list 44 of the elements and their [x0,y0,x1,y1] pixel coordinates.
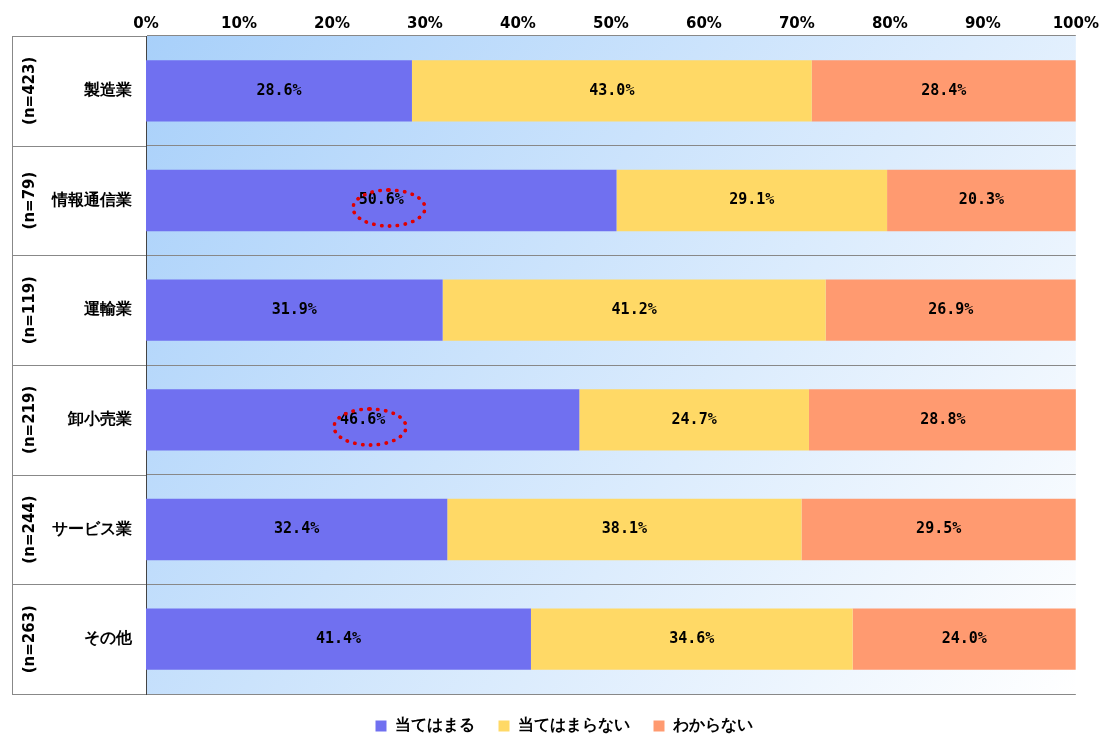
y-tick-label: 情報通信業 [51,189,132,209]
x-tick-label: 80% [871,13,908,32]
text: 31.9% [271,300,317,319]
x-tick-label: 10% [221,13,257,32]
x-tick-label: 100% [1052,13,1099,32]
text: (n=119) [19,276,38,345]
y-tick-label: 運輸業 [83,299,132,319]
text: 41.2% [611,300,657,319]
y-tick-label: その他 [84,628,133,648]
text: 28.6% [256,80,302,99]
text: 43.0% [589,80,635,99]
text: 28.4% [921,80,967,99]
text: 29.1% [729,190,775,209]
text: 32.4% [274,519,320,538]
text: 41.4% [315,629,362,648]
text: 29.5% [916,519,962,538]
text: 26.9% [928,300,974,319]
y-tick-label: サービス業 [52,518,132,538]
text: 50.6% [358,190,404,209]
text: 28.8% [920,409,966,428]
text: 38.1% [601,519,647,538]
text: (n=79) [19,171,38,230]
x-tick-label: 50% [592,13,629,32]
y-tick-label: 製造業 [83,79,132,99]
text: 24.0% [941,629,987,648]
x-tick-label: 30% [407,13,443,32]
y-tick-label: 卸小売業 [67,408,132,428]
text: 46.6% [340,409,386,428]
x-tick-label: 0% [133,13,159,32]
legend-label: 当てはまる [394,715,475,735]
x-tick-label: 60% [685,13,722,32]
text: 24.7% [671,409,717,428]
text: 20.3% [958,190,1005,209]
x-tick-label: 90% [964,13,1001,32]
legend-label: 当てはまらない [517,715,630,735]
text: 34.6% [669,629,715,648]
text: (n=244) [19,495,38,564]
text: (n=219) [19,385,38,454]
legend-label: わからない [671,715,753,735]
text: (n=263) [19,605,38,674]
text: (n=423) [19,56,38,125]
x-tick-label: 20% [314,13,350,32]
x-tick-label: 40% [499,13,536,32]
x-tick-label: 70% [778,13,815,32]
